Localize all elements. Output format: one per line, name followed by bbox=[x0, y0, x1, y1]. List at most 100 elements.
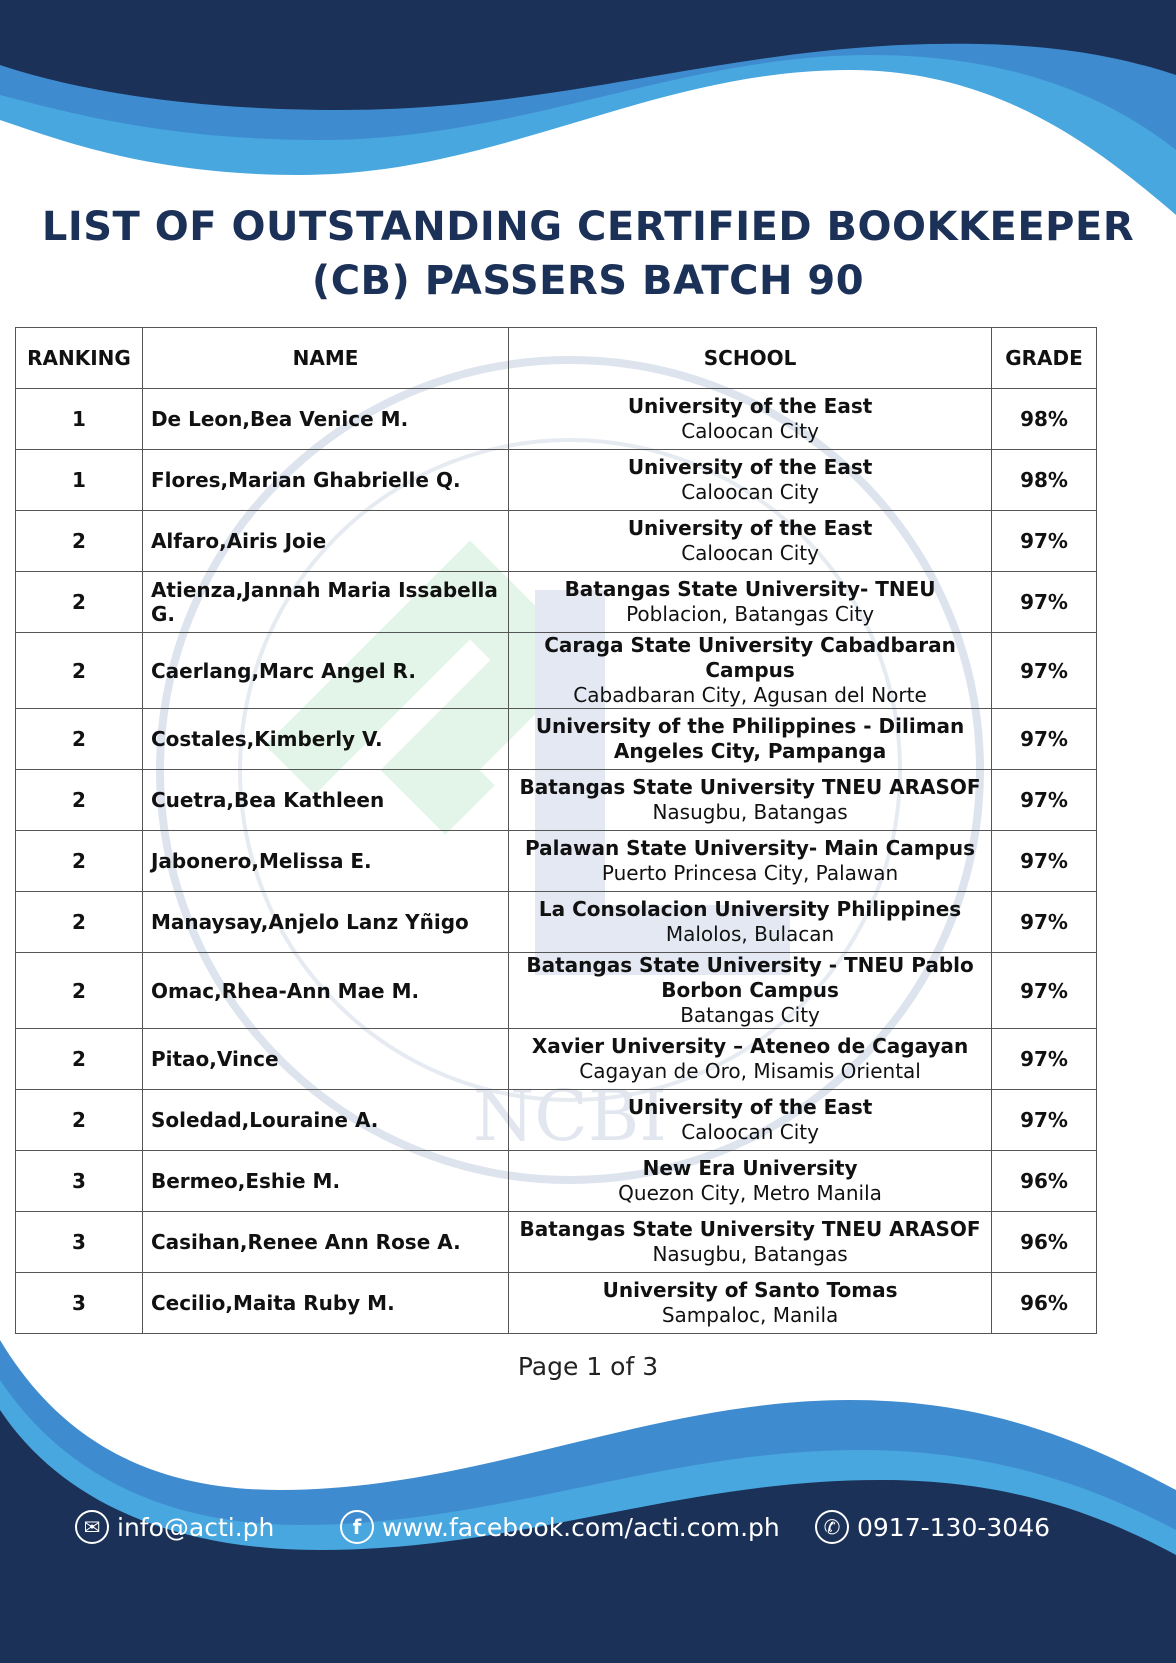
facebook-icon: f bbox=[340, 1510, 374, 1544]
grade-cell: 97% bbox=[991, 571, 1097, 633]
school-cell: University of Santo Tomas Sampaloc, Manil… bbox=[508, 1272, 993, 1334]
rank-cell: 2 bbox=[15, 1028, 143, 1090]
grade-cell: 97% bbox=[991, 632, 1097, 709]
school-name: University of the East bbox=[627, 1095, 873, 1119]
footer-email[interactable]: ✉ info@acti.ph bbox=[75, 1510, 274, 1544]
school-location: Caloocan City bbox=[681, 1120, 819, 1144]
school-location: Caloocan City bbox=[681, 541, 819, 565]
table-row: 2 Alfaro,Airis Joie University of the East… bbox=[15, 510, 1097, 572]
grade-cell: 96% bbox=[991, 1272, 1097, 1334]
school-cell: Batangas State University- TNEU Poblacion… bbox=[508, 571, 993, 633]
school-location: Cabadbaran City, Agusan del Norte bbox=[573, 683, 927, 707]
header-wave bbox=[0, 0, 1176, 240]
footer-facebook[interactable]: f www.facebook.com/acti.com.ph bbox=[340, 1510, 780, 1544]
rank-cell: 2 bbox=[15, 830, 143, 892]
school-cell: Batangas State University TNEU ARASOF Nas… bbox=[508, 1211, 993, 1273]
name-cell: Soledad,Louraine A. bbox=[141, 1089, 510, 1151]
grade-cell: 96% bbox=[991, 1150, 1097, 1212]
school-name: Batangas State University TNEU ARASOF bbox=[519, 775, 981, 799]
name-cell: Jabonero,Melissa E. bbox=[141, 830, 510, 892]
passers-table: RANKING NAME SCHOOL GRADE 1 De Leon,Bea V… bbox=[15, 327, 1097, 1334]
rank-cell: 3 bbox=[15, 1211, 143, 1273]
school-name: Batangas State University - TNEU Pablo B… bbox=[526, 953, 974, 1002]
table-row: 2 Caerlang,Marc Angel R. Caraga State Univ… bbox=[15, 632, 1097, 709]
phone-icon: ✆ bbox=[815, 1510, 849, 1544]
school-cell: University of the East Caloocan City bbox=[508, 388, 993, 450]
school-location: Caloocan City bbox=[681, 480, 819, 504]
footer: ✉ info@acti.ph f www.facebook.com/acti.c… bbox=[0, 1510, 1176, 1560]
school-cell: New Era University Quezon City, Metro Man… bbox=[508, 1150, 993, 1212]
name-cell: Alfaro,Airis Joie bbox=[141, 510, 510, 572]
name-cell: Bermeo,Eshie M. bbox=[141, 1150, 510, 1212]
grade-cell: 98% bbox=[991, 388, 1097, 450]
grade-cell: 98% bbox=[991, 449, 1097, 511]
table-row: 2 Costales,Kimberly V. University of the P… bbox=[15, 708, 1097, 770]
grade-cell: 96% bbox=[991, 1211, 1097, 1273]
grade-cell: 97% bbox=[991, 952, 1097, 1029]
school-name: Batangas State University- TNEU bbox=[564, 577, 936, 601]
grade-cell: 97% bbox=[991, 1028, 1097, 1090]
name-cell: Cecilio,Maita Ruby M. bbox=[141, 1272, 510, 1334]
school-name: University of the East bbox=[627, 394, 873, 418]
header-grade: GRADE bbox=[991, 327, 1097, 389]
school-cell: University of the Philippines - Diliman A… bbox=[508, 708, 993, 770]
table-row: 3 Cecilio,Maita Ruby M. University of Sant… bbox=[15, 1272, 1097, 1334]
school-cell: University of the East Caloocan City bbox=[508, 1089, 993, 1151]
rank-cell: 2 bbox=[15, 632, 143, 709]
school-location: Puerto Princesa City, Palawan bbox=[601, 861, 899, 885]
name-cell: Manaysay,Anjelo Lanz Yñigo bbox=[141, 891, 510, 953]
name-cell: Flores,Marian Ghabrielle Q. bbox=[141, 449, 510, 511]
name-cell: Atienza,Jannah Maria Issabella G. bbox=[141, 571, 510, 633]
school-location: Batangas City bbox=[680, 1003, 820, 1027]
school-name: University of the Philippines - Diliman bbox=[535, 714, 965, 738]
school-location: Nasugbu, Batangas bbox=[652, 800, 848, 824]
rank-cell: 3 bbox=[15, 1150, 143, 1212]
school-name: Palawan State University- Main Campus bbox=[525, 836, 976, 860]
table-row: 3 Bermeo,Eshie M. New Era University Quezon… bbox=[15, 1150, 1097, 1212]
name-cell: Pitao,Vince bbox=[141, 1028, 510, 1090]
grade-cell: 97% bbox=[991, 891, 1097, 953]
school-name: University of the East bbox=[627, 516, 873, 540]
mail-icon: ✉ bbox=[75, 1510, 109, 1544]
table-row: 2 Omac,Rhea-Ann Mae M. Batangas State Univ… bbox=[15, 952, 1097, 1029]
school-name: Batangas State University TNEU ARASOF bbox=[519, 1217, 981, 1241]
school-name: Caraga State University Cabadbaran Campu… bbox=[544, 633, 956, 682]
school-cell: University of the East Caloocan City bbox=[508, 449, 993, 511]
school-cell: University of the East Caloocan City bbox=[508, 510, 993, 572]
name-cell: Omac,Rhea-Ann Mae M. bbox=[141, 952, 510, 1029]
table-row: 2 Cuetra,Bea Kathleen Batangas State Unive… bbox=[15, 769, 1097, 831]
table-header-row: RANKING NAME SCHOOL GRADE bbox=[15, 327, 1097, 389]
grade-cell: 97% bbox=[991, 1089, 1097, 1151]
header-name: NAME bbox=[141, 327, 510, 389]
title-line-1: LIST OF OUTSTANDING CERTIFIED BOOKKEEPER bbox=[41, 204, 1135, 250]
school-name: La Consolacion University Philippines bbox=[538, 897, 962, 921]
footer-phone[interactable]: ✆ 0917-130-3046 bbox=[815, 1510, 1050, 1544]
school-location: Nasugbu, Batangas bbox=[652, 1242, 848, 1266]
rank-cell: 3 bbox=[15, 1272, 143, 1334]
table-row: 3 Casihan,Renee Ann Rose A. Batangas State… bbox=[15, 1211, 1097, 1273]
table-row: 2 Atienza,Jannah Maria Issabella G. Batang… bbox=[15, 571, 1097, 633]
header-school: SCHOOL bbox=[508, 327, 993, 389]
school-location: Sampaloc, Manila bbox=[661, 1303, 839, 1327]
school-cell: La Consolacion University Philippines Mal… bbox=[508, 891, 993, 953]
grade-cell: 97% bbox=[991, 708, 1097, 770]
table-row: 2 Soledad,Louraine A. University of the Ea… bbox=[15, 1089, 1097, 1151]
school-location: Quezon City, Metro Manila bbox=[618, 1181, 882, 1205]
footer-wave bbox=[0, 1340, 1176, 1663]
table-row: 1 De Leon,Bea Venice M. University of the … bbox=[15, 388, 1097, 450]
school-name: Xavier University – Ateneo de Cagayan bbox=[531, 1034, 969, 1058]
name-cell: Casihan,Renee Ann Rose A. bbox=[141, 1211, 510, 1273]
school-location: Angeles City, Pampanga bbox=[613, 739, 887, 763]
school-cell: Batangas State University TNEU ARASOF Nas… bbox=[508, 769, 993, 831]
rank-cell: 2 bbox=[15, 571, 143, 633]
header-ranking: RANKING bbox=[15, 327, 143, 389]
table-row: 2 Pitao,Vince Xavier University – Ateneo d… bbox=[15, 1028, 1097, 1090]
rank-cell: 2 bbox=[15, 708, 143, 770]
grade-cell: 97% bbox=[991, 510, 1097, 572]
rank-cell: 2 bbox=[15, 891, 143, 953]
school-location: Poblacion, Batangas City bbox=[626, 602, 875, 626]
name-cell: Costales,Kimberly V. bbox=[141, 708, 510, 770]
school-location: Caloocan City bbox=[681, 419, 819, 443]
school-cell: Batangas State University - TNEU Pablo B… bbox=[508, 952, 993, 1029]
title-line-2: (CB) PASSERS BATCH 90 bbox=[311, 258, 865, 304]
